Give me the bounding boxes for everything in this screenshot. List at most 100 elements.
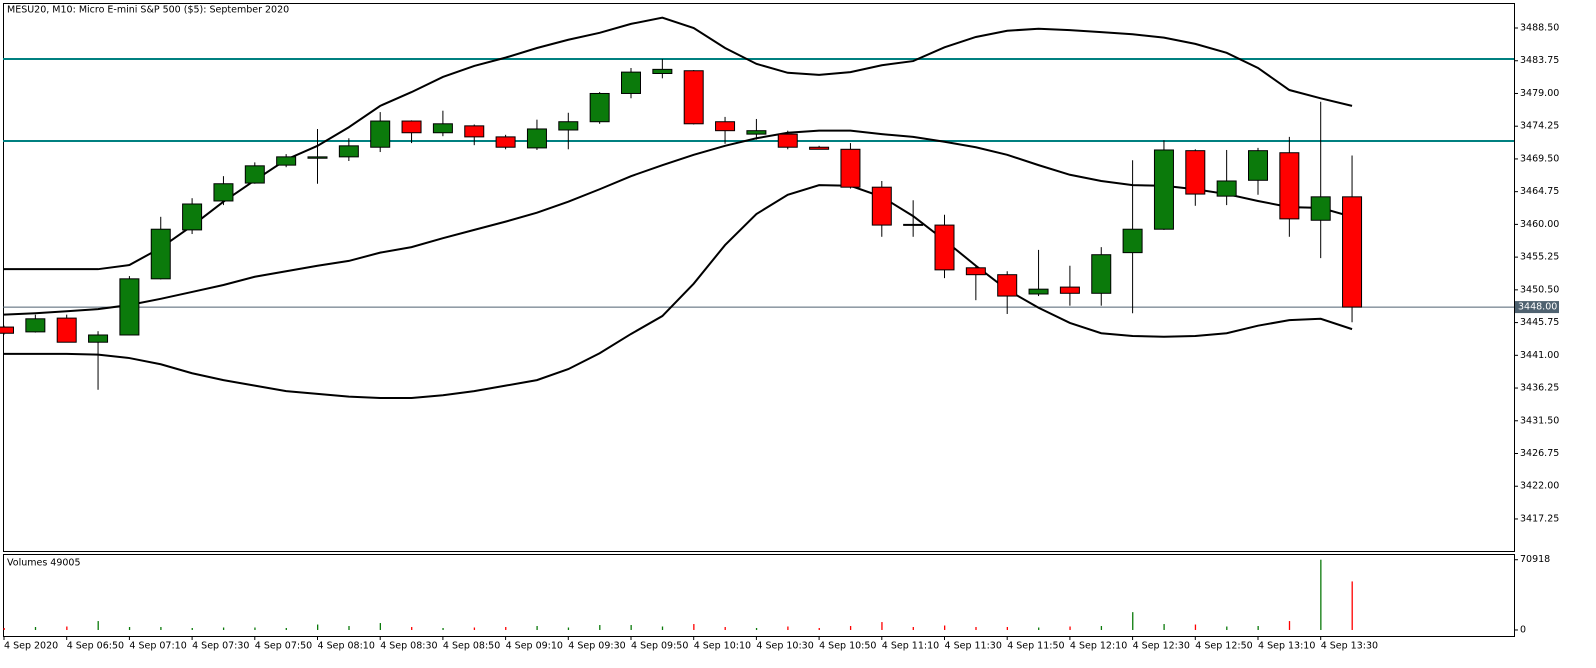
candle-body xyxy=(1185,150,1206,195)
y-tick-label: 3460.00 xyxy=(1520,219,1559,230)
candle-body xyxy=(1279,152,1300,220)
candle-body xyxy=(934,224,955,271)
x-tick-label: 4 Sep 08:50 xyxy=(443,641,500,652)
volume-bar xyxy=(1069,626,1071,630)
y-tick-label: 3426.75 xyxy=(1520,448,1559,459)
volume-bar xyxy=(536,626,538,630)
x-tick-label: 4 Sep 12:30 xyxy=(1133,641,1190,652)
volume-bar xyxy=(1226,626,1228,630)
y-tick-label: 3422.00 xyxy=(1520,481,1559,492)
volume-bar xyxy=(1163,624,1165,630)
band-line xyxy=(4,16,1353,271)
candle-body xyxy=(464,125,485,138)
candle-body xyxy=(526,128,547,149)
volume-bar xyxy=(505,627,507,630)
volume-bar xyxy=(1320,559,1322,630)
candle-body xyxy=(1091,254,1112,294)
candle-body xyxy=(746,130,767,135)
x-tick-label: 4 Sep 10:30 xyxy=(756,641,813,652)
candle-body xyxy=(683,70,704,125)
candle-body xyxy=(1248,150,1268,181)
x-tick-label: 4 Sep 07:10 xyxy=(129,641,186,652)
candle-body xyxy=(25,318,46,333)
x-tick-label: 4 Sep 09:10 xyxy=(506,641,563,652)
x-tick-label: 4 Sep 13:10 xyxy=(1258,641,1315,652)
volume-bar xyxy=(473,627,476,630)
x-tick-label: 4 Sep 11:10 xyxy=(882,641,939,652)
y-tick-label: 3431.50 xyxy=(1520,415,1559,426)
candle-body xyxy=(276,156,297,166)
volume-bar xyxy=(661,626,664,630)
candle-body xyxy=(182,203,203,231)
volume-bar xyxy=(128,627,131,630)
candle-body xyxy=(432,123,453,134)
candle-body xyxy=(1059,286,1080,294)
volume-bar xyxy=(881,622,883,630)
y-tick-label: 3450.50 xyxy=(1520,284,1559,295)
volume-bar xyxy=(630,625,632,630)
volume-bar xyxy=(567,627,570,630)
volume-bar xyxy=(411,627,413,630)
main-panel xyxy=(3,3,1515,552)
y-tick-label: 3483.75 xyxy=(1520,55,1559,66)
volume-bar xyxy=(254,627,256,630)
volume-bar xyxy=(755,627,758,630)
y-tick-label: 3436.25 xyxy=(1520,383,1559,394)
volume-bar xyxy=(849,626,852,630)
volume-bar xyxy=(724,627,726,630)
y-tick-label: 3469.50 xyxy=(1520,153,1559,164)
x-tick-label: 4 Sep 08:30 xyxy=(380,641,437,652)
volume-bar xyxy=(442,627,444,630)
candle-body xyxy=(1028,288,1049,295)
price-box xyxy=(1515,301,1559,314)
candle-body xyxy=(965,267,986,276)
candle-body xyxy=(1216,180,1237,197)
x-tick-label: 4 Sep 09:30 xyxy=(568,641,625,652)
x-tick-label: 4 Sep 13:30 xyxy=(1321,641,1378,652)
candle-body xyxy=(401,120,422,134)
volume-bar xyxy=(1288,621,1291,630)
y-tick-label: 3474.25 xyxy=(1520,121,1559,132)
candle-body xyxy=(777,133,798,148)
candle-body xyxy=(1342,196,1363,308)
y-tick-label: 3441.00 xyxy=(1520,350,1559,361)
candle-body xyxy=(495,136,516,148)
y-tick-label: 3479.00 xyxy=(1520,88,1559,99)
y-tick-label: 3417.25 xyxy=(1520,513,1559,524)
volume-title: Volumes 49005 xyxy=(7,558,81,569)
band-line xyxy=(4,184,1353,400)
volume-bar xyxy=(379,623,381,630)
volume-bar xyxy=(285,627,287,630)
volume-bar xyxy=(191,627,193,630)
volume-bar xyxy=(1006,627,1008,630)
volume-bar xyxy=(222,627,225,630)
x-tick-label: 4 Sep 08:10 xyxy=(318,641,375,652)
candle-body xyxy=(119,278,140,336)
chart-title: MESU20, M10: Micro E-mini S&P 500 ($5): … xyxy=(7,5,289,16)
volume-bar xyxy=(317,624,319,630)
price-label: 3448.00 xyxy=(1518,302,1557,313)
x-tick-label: 4 Sep 11:50 xyxy=(1007,641,1064,652)
candle-body xyxy=(715,121,736,132)
volume-bar xyxy=(818,627,820,630)
candle-body xyxy=(997,274,1018,297)
candle-body xyxy=(1122,228,1143,254)
y-tick-label: 3488.50 xyxy=(1520,23,1559,34)
x-tick-label: 4 Sep 06:50 xyxy=(67,641,124,652)
y-tick-label: 70918 xyxy=(1520,554,1550,565)
volume-bar xyxy=(599,625,601,630)
candle-body xyxy=(88,334,109,343)
volume-bar xyxy=(1351,581,1353,630)
candle-body xyxy=(589,92,610,123)
candle-body xyxy=(307,156,328,159)
x-tick-label: 4 Sep 10:10 xyxy=(694,641,751,652)
volume-bar xyxy=(3,627,5,630)
volume-bar xyxy=(348,626,350,630)
y-tick-label: 0 xyxy=(1520,624,1526,635)
volume-bar xyxy=(787,626,789,630)
volume-bar xyxy=(66,626,68,630)
x-tick-label: 4 Sep 07:30 xyxy=(192,641,249,652)
candle-body xyxy=(871,186,892,226)
candle-body xyxy=(809,146,830,150)
